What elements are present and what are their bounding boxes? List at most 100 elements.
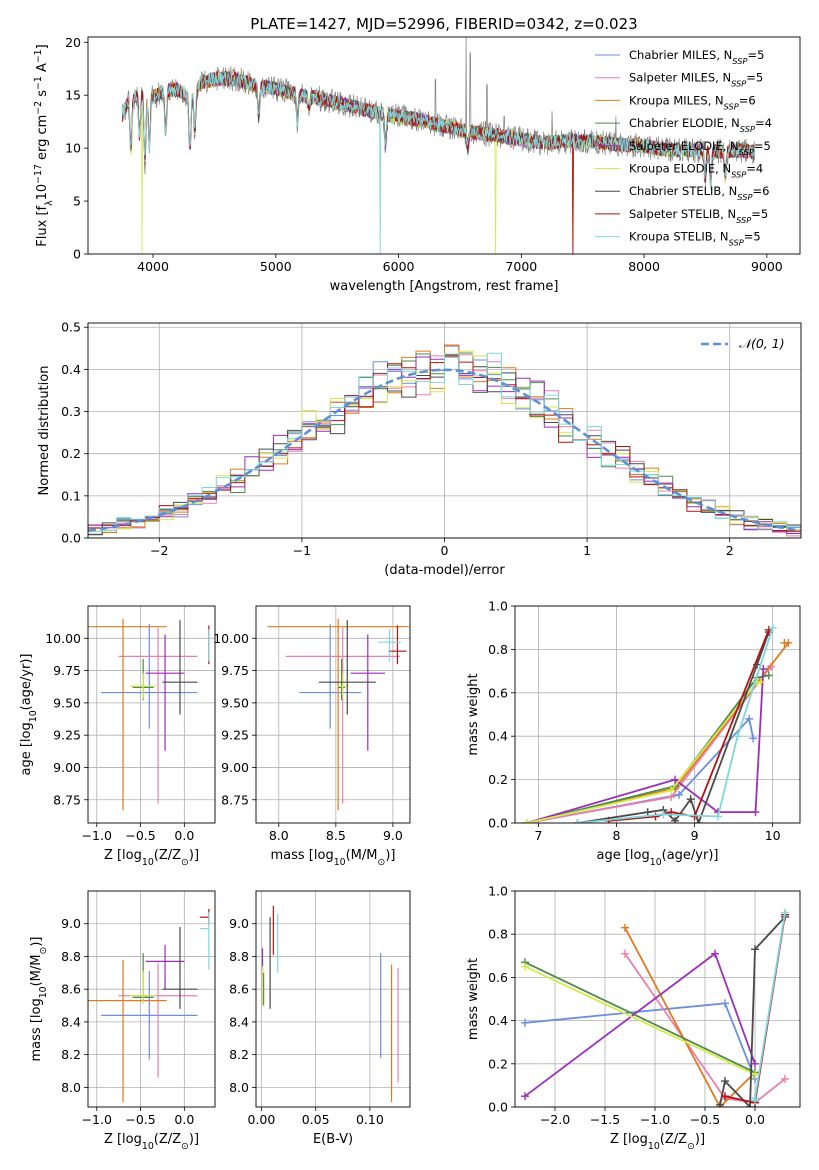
y-tick-label: 9.50 [53, 695, 81, 710]
y-tick-label: 0.4 [488, 1013, 508, 1028]
x-tick-label: 7000 [505, 259, 537, 274]
error-bar [130, 673, 157, 699]
axes-frame [255, 890, 411, 1108]
x-tick-label: −1.0 [82, 828, 112, 843]
mass-weight-marker [751, 808, 760, 817]
x-axis-label: age [log10(age/yr)] [597, 848, 719, 868]
normal-distribution-curve [88, 368, 801, 532]
y-tick-label: 0.0 [488, 816, 508, 831]
x-tick-label: 9000 [751, 259, 783, 274]
x-axis-label: (data-model)/error [384, 563, 505, 578]
y-tick-label: 0.0 [488, 1100, 508, 1115]
mass-weight-marker [721, 999, 729, 1008]
error-bar [338, 658, 345, 701]
x-tick-label: 10 [765, 828, 781, 843]
x-tick-label: 8 [613, 828, 621, 843]
plot-area [261, 905, 399, 1103]
x-tick-label: 0 [441, 543, 449, 558]
grid [88, 606, 215, 823]
y-tick-label: 9.0 [61, 916, 81, 931]
mass-weight-marker [643, 808, 652, 817]
y-tick-label: 0.3 [61, 404, 81, 419]
mass-weight-marker [671, 775, 680, 784]
y-axis-label: Flux [fλ10−17 erg cm−2 s−1 A−1] [33, 44, 55, 246]
mass-weight-marker [621, 949, 629, 958]
y-tick-label: 0.2 [488, 1056, 508, 1071]
mass-weight-marker [749, 734, 758, 743]
error-bar [350, 634, 385, 751]
legend-label: Kroupa ELODIE, NSSP=4 [629, 162, 763, 180]
mass-weight-line [719, 916, 786, 1107]
mass-weight-marker [659, 810, 668, 819]
legend-label: Kroupa STELIB, NSSP=5 [629, 230, 761, 248]
mass-weight-vs-metallicity-panel: −2.0 −1.5 −1.0 −0.5 0.0 0.0 0.2 0.4 0.6 0.8 1.0 Z [… [466, 884, 801, 1152]
mass-weight-marker [671, 816, 680, 823]
grid [256, 606, 410, 823]
axes-frame [514, 890, 801, 1108]
axes-frame [87, 36, 801, 255]
x-tick-label: −1.5 [590, 1112, 620, 1127]
legend-label: Salpeter ELODIE, NSSP=5 [629, 139, 771, 157]
y-tick-label: 0.8 [488, 927, 508, 942]
mass-weight-marker [745, 714, 754, 723]
mass-weight-marker [714, 812, 723, 821]
y-tick-label: 9.75 [53, 663, 81, 678]
legend-label: Chabrier STELIB, NSSP=6 [629, 184, 769, 202]
error-bar [299, 624, 361, 729]
y-tick-label: 0.2 [488, 772, 508, 787]
legend-label: Salpeter STELIB, NSSP=5 [629, 207, 768, 225]
mass-weight-marker [522, 819, 531, 823]
model-spectrum-line [122, 71, 755, 254]
x-axis-label: Z [log10(Z/Z⊙)] [104, 1132, 199, 1152]
x-tick-label: 4000 [137, 259, 169, 274]
plot-area [521, 908, 789, 1107]
mass-weight-line [624, 953, 786, 1104]
y-tick-label: 9.50 [221, 695, 249, 710]
error-bar [162, 927, 198, 1009]
figure-title: PLATE=1427, MJD=52996, FIBERID=0342, z=0… [250, 15, 637, 33]
plot-area [267, 618, 409, 811]
y-axis-label: mass weight [466, 673, 481, 755]
mass-weight-series [573, 628, 773, 823]
y-tick-label: 8.4 [61, 1014, 81, 1029]
mass-weight-series [573, 623, 777, 823]
error-bar [101, 971, 198, 1060]
y-tick-label: 20 [65, 35, 81, 50]
y-tick-label: 0 [73, 247, 81, 262]
y-tick-label: 8.8 [229, 949, 249, 964]
mass-weight-marker [751, 1070, 759, 1079]
x-axis-label: Z [log10(Z/Z⊙)] [610, 1132, 705, 1152]
axes-frame [87, 605, 216, 824]
mass-weight-marker [764, 671, 773, 680]
y-tick-label: 9.0 [229, 916, 249, 931]
plot-area [88, 618, 210, 811]
x-tick-label: 0.0 [745, 1112, 765, 1127]
x-tick-label: 0.0 [174, 828, 194, 843]
y-tick-label: 0.2 [61, 446, 81, 461]
mass-weight-marker [768, 623, 777, 632]
x-tick-label: −0.5 [690, 1112, 720, 1127]
x-tick-label: 8.5 [326, 828, 346, 843]
mass-weight-marker [751, 1059, 759, 1068]
mass-weight-series [521, 962, 759, 1079]
error-bar [318, 620, 376, 715]
y-tick-label: 8.0 [229, 1080, 249, 1095]
y-tick-label: 10.00 [45, 631, 81, 646]
x-tick-label: 7 [534, 828, 542, 843]
error-bar [388, 625, 407, 665]
residual-histogram-panel: −2 −1 0 1 2 0.0 0.1 0.2 0.3 0.4 0.5 (data-model)/er… [37, 320, 802, 578]
y-axis-label: age [log10(age/yr)] [19, 654, 39, 776]
error-bar [162, 620, 198, 715]
mass-weight-marker [733, 732, 742, 741]
y-tick-label: 8.8 [61, 949, 81, 964]
x-tick-label: 8.0 [269, 828, 289, 843]
y-tick-label: 8.4 [229, 1014, 249, 1029]
axes-frame [255, 605, 411, 824]
mass-weight-vs-age-panel: 7 8 9 10 0.0 0.2 0.4 0.6 0.8 1.0 age [log10(age/yr… [466, 599, 801, 868]
mass-weight-line [524, 965, 756, 1076]
mass-weight-series [522, 677, 765, 823]
y-tick-label: 9.25 [53, 728, 81, 743]
error-bar [267, 618, 409, 811]
y-tick-label: 0.0 [61, 531, 81, 546]
mass-weight-series [521, 949, 759, 1101]
